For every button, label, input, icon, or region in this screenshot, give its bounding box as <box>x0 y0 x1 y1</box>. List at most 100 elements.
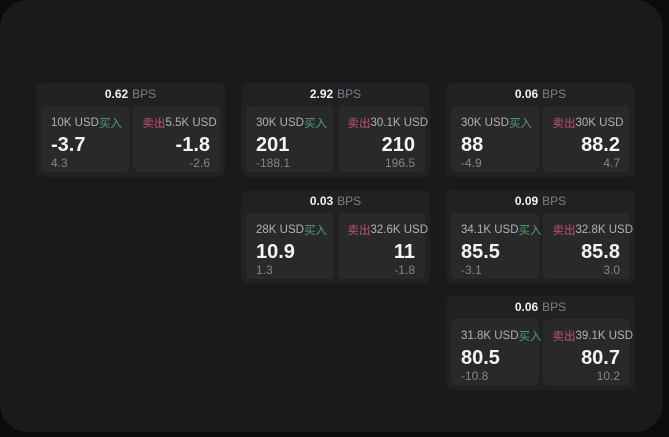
bps-unit-label: BPS <box>337 87 362 101</box>
sell-panel-header: 卖出 32.8K USD <box>552 222 634 238</box>
buy-price: 10.9 <box>256 241 295 263</box>
buy-panel[interactable]: 28K USD 买入 10.9 1.3 <box>246 213 334 279</box>
card-header: 0.09 BPS <box>451 190 630 213</box>
buy-panel[interactable]: 31.8K USD 买入 80.5 -10.8 <box>451 319 542 385</box>
buy-side-label: 买入 <box>98 118 122 130</box>
sell-side-label: 卖出 <box>347 118 371 130</box>
sell-panel[interactable]: 卖出 30K USD 88.2 4.7 <box>542 106 630 172</box>
bps-unit-label: BPS <box>337 194 362 208</box>
sell-panel[interactable]: 卖出 5.5K USD -1.8 -2.6 <box>132 106 220 172</box>
quote-card: 0.09 BPS 34.1K USD 买入 85.5 -3.1 卖出 32.8K… <box>446 190 635 284</box>
quote-card: 2.92 BPS 30K USD 买入 201 -188.1 卖出 30.1K … <box>241 83 430 177</box>
quote-card: 0.06 BPS 31.8K USD 买入 80.5 -10.8 卖出 39.1… <box>446 296 635 390</box>
app-window: 0.62 BPS 10K USD 买入 -3.7 4.3 卖出 5.5K USD… <box>0 0 663 432</box>
buy-amount: 30K USD <box>256 117 304 129</box>
bps-unit-label: BPS <box>542 194 567 208</box>
buy-delta: 1.3 <box>256 263 273 277</box>
quote-panels: 30K USD 买入 88 -4.9 卖出 30K USD 88.2 4.7 <box>451 106 630 172</box>
sell-price: -1.8 <box>175 134 210 156</box>
buy-side-label: 买入 <box>518 225 542 237</box>
sell-delta: 10.2 <box>596 369 620 383</box>
buy-side-label: 买入 <box>518 331 542 343</box>
bps-unit-label: BPS <box>542 300 567 314</box>
bps-value: 2.92 <box>309 87 334 101</box>
sell-side-label: 卖出 <box>552 331 576 343</box>
sell-panel[interactable]: 卖出 32.6K USD 11 -1.8 <box>337 213 429 279</box>
bps-unit-label: BPS <box>132 87 157 101</box>
bps-unit-label: BPS <box>542 87 567 101</box>
sell-panel-header: 卖出 5.5K USD <box>142 115 217 131</box>
buy-side-label: 买入 <box>303 225 327 237</box>
buy-side-label: 买入 <box>303 118 327 130</box>
quote-board: 0.62 BPS 10K USD 买入 -3.7 4.3 卖出 5.5K USD… <box>36 83 635 390</box>
card-header: 0.62 BPS <box>41 83 220 106</box>
bps-value: 0.03 <box>309 194 334 208</box>
sell-panel-header: 卖出 30.1K USD <box>347 115 429 131</box>
sell-side-label: 卖出 <box>142 118 166 130</box>
bps-value: 0.09 <box>514 194 539 208</box>
buy-delta: -4.9 <box>461 156 482 170</box>
buy-price: -3.7 <box>51 134 86 156</box>
sell-price: 210 <box>381 134 415 156</box>
sell-side-label: 卖出 <box>347 225 371 237</box>
quote-panels: 28K USD 买入 10.9 1.3 卖出 32.6K USD 11 -1.8 <box>246 213 429 279</box>
quote-panels: 10K USD 买入 -3.7 4.3 卖出 5.5K USD -1.8 -2.… <box>41 106 220 172</box>
buy-panel-header: 28K USD 买入 <box>256 222 327 238</box>
sell-amount: 32.6K USD <box>370 224 429 236</box>
sell-side-label: 卖出 <box>552 118 576 130</box>
sell-price: 88.2 <box>581 134 620 156</box>
sell-panel-header: 卖出 32.6K USD <box>347 222 429 238</box>
bps-value: 0.62 <box>104 87 129 101</box>
quote-card: 0.62 BPS 10K USD 买入 -3.7 4.3 卖出 5.5K USD… <box>36 83 225 177</box>
buy-price: 88 <box>461 134 484 156</box>
buy-panel-header: 30K USD 买入 <box>461 115 532 131</box>
bps-value: 0.06 <box>514 300 539 314</box>
card-header: 0.06 BPS <box>451 296 630 319</box>
buy-delta: 4.3 <box>51 156 68 170</box>
sell-delta: -1.8 <box>394 263 415 277</box>
sell-panel-header: 卖出 30K USD <box>552 115 624 131</box>
quote-panels: 31.8K USD 买入 80.5 -10.8 卖出 39.1K USD 80.… <box>451 319 634 385</box>
sell-amount: 30.1K USD <box>370 117 429 129</box>
buy-delta: -10.8 <box>461 369 489 383</box>
sell-amount: 32.8K USD <box>575 224 634 236</box>
buy-panel-header: 34.1K USD 买入 <box>461 222 542 238</box>
buy-delta: -3.1 <box>461 263 482 277</box>
sell-amount: 39.1K USD <box>575 330 634 342</box>
sell-panel[interactable]: 卖出 39.1K USD 80.7 10.2 <box>542 319 634 385</box>
buy-amount: 34.1K USD <box>461 224 519 236</box>
buy-panel-header: 31.8K USD 买入 <box>461 328 542 344</box>
sell-price: 80.7 <box>581 347 620 369</box>
buy-amount: 10K USD <box>51 117 99 129</box>
sell-panel[interactable]: 卖出 32.8K USD 85.8 3.0 <box>542 213 634 279</box>
buy-panel-header: 10K USD 买入 <box>51 115 122 131</box>
sell-price: 85.8 <box>581 241 620 263</box>
quote-panels: 30K USD 买入 201 -188.1 卖出 30.1K USD 210 1… <box>246 106 429 172</box>
bps-value: 0.06 <box>514 87 539 101</box>
buy-amount: 28K USD <box>256 224 304 236</box>
buy-amount: 31.8K USD <box>461 330 519 342</box>
card-header: 0.06 BPS <box>451 83 630 106</box>
card-header: 0.03 BPS <box>246 190 425 213</box>
buy-delta: -188.1 <box>256 156 291 170</box>
sell-delta: 4.7 <box>603 156 620 170</box>
sell-panel[interactable]: 卖出 30.1K USD 210 196.5 <box>337 106 429 172</box>
buy-panel[interactable]: 30K USD 买入 201 -188.1 <box>246 106 334 172</box>
sell-amount: 30K USD <box>575 117 624 129</box>
quote-card: 0.06 BPS 30K USD 买入 88 -4.9 卖出 30K USD 8… <box>446 83 635 177</box>
buy-panel[interactable]: 30K USD 买入 88 -4.9 <box>451 106 539 172</box>
sell-side-label: 卖出 <box>552 225 576 237</box>
buy-price: 201 <box>256 134 290 156</box>
sell-amount: 5.5K USD <box>165 117 217 129</box>
card-header: 2.92 BPS <box>246 83 425 106</box>
buy-panel-header: 30K USD 买入 <box>256 115 327 131</box>
quote-card: 0.03 BPS 28K USD 买入 10.9 1.3 卖出 32.6K US… <box>241 190 430 284</box>
sell-panel-header: 卖出 39.1K USD <box>552 328 634 344</box>
buy-price: 85.5 <box>461 241 500 263</box>
buy-panel[interactable]: 10K USD 买入 -3.7 4.3 <box>41 106 129 172</box>
sell-delta: 3.0 <box>603 263 620 277</box>
buy-amount: 30K USD <box>461 117 509 129</box>
sell-delta: 196.5 <box>384 156 415 170</box>
sell-delta: -2.6 <box>189 156 210 170</box>
buy-panel[interactable]: 34.1K USD 买入 85.5 -3.1 <box>451 213 542 279</box>
